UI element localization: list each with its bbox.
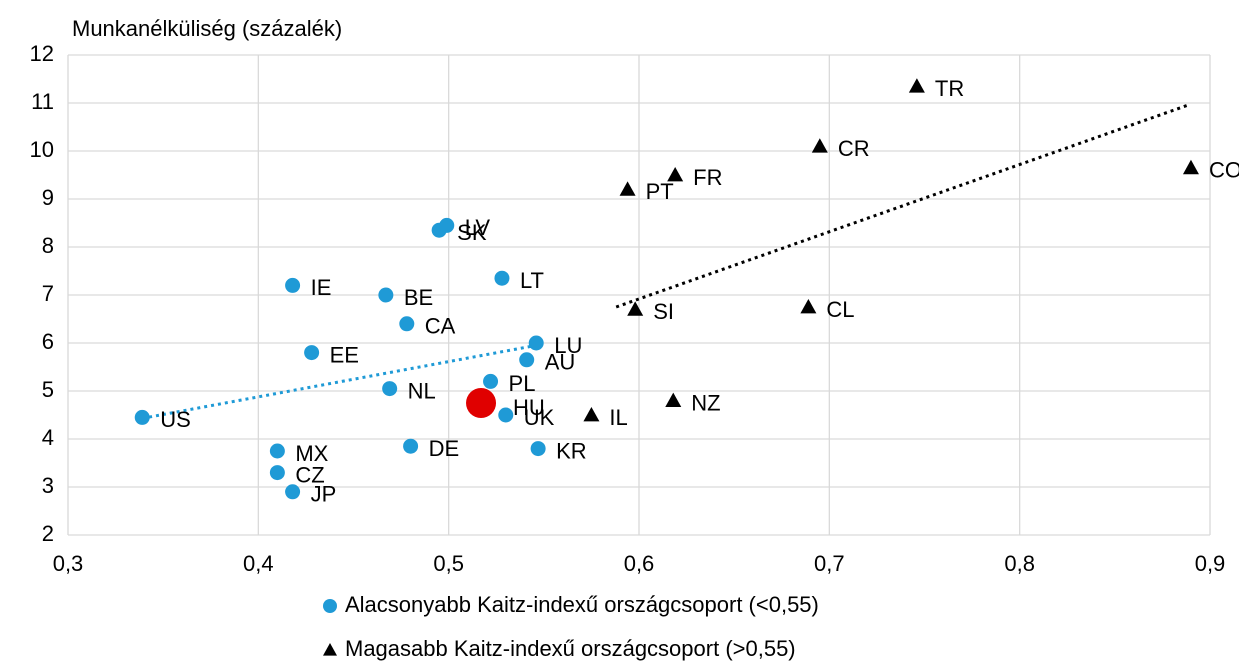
y-axis-title: Munkanélküliség (százalék) bbox=[72, 16, 342, 41]
point-label: LV bbox=[465, 215, 491, 240]
y-tick-label: 7 bbox=[42, 281, 54, 306]
point bbox=[285, 277, 301, 293]
point bbox=[285, 484, 301, 500]
point-label: LT bbox=[520, 268, 544, 293]
point bbox=[498, 407, 514, 423]
point bbox=[627, 301, 644, 316]
point bbox=[519, 352, 535, 368]
point-label: UK bbox=[524, 405, 555, 430]
point-label: PT bbox=[646, 179, 674, 204]
point-label: SK bbox=[457, 220, 487, 245]
point bbox=[528, 335, 544, 351]
point-label: FR bbox=[693, 165, 722, 190]
y-tick-label: 3 bbox=[42, 473, 54, 498]
point-label: CA bbox=[425, 314, 456, 339]
legend-marker bbox=[323, 599, 337, 613]
point-label: CR bbox=[838, 136, 870, 161]
point bbox=[399, 316, 415, 332]
point-label: DE bbox=[429, 436, 460, 461]
legend-label: Magasabb Kaitz-indexű országcsoport (>0,… bbox=[345, 636, 796, 661]
point-label: NL bbox=[408, 378, 436, 403]
point-label: CL bbox=[826, 297, 854, 322]
point-label: LU bbox=[554, 333, 582, 358]
point-label: EE bbox=[330, 342, 359, 367]
y-tick-label: 11 bbox=[31, 89, 54, 114]
point-label: PL bbox=[509, 371, 536, 396]
point bbox=[134, 409, 150, 425]
point-label: CZ bbox=[295, 462, 324, 487]
point-label: CO bbox=[1209, 158, 1239, 183]
point bbox=[1182, 159, 1199, 175]
point-label: IL bbox=[609, 405, 627, 430]
point bbox=[269, 465, 285, 481]
point bbox=[665, 392, 682, 407]
point bbox=[800, 299, 817, 314]
point bbox=[439, 217, 455, 233]
y-tick-label: 4 bbox=[42, 425, 54, 450]
point bbox=[583, 407, 600, 422]
x-tick-label: 0,3 bbox=[53, 551, 84, 576]
trendline bbox=[615, 103, 1188, 309]
x-tick-label: 0,9 bbox=[1195, 551, 1226, 576]
point bbox=[667, 167, 684, 182]
y-tick-label: 5 bbox=[42, 377, 54, 402]
x-tick-label: 0,8 bbox=[1004, 551, 1035, 576]
point-label: NZ bbox=[691, 390, 720, 415]
point bbox=[403, 438, 419, 454]
y-tick-label: 10 bbox=[30, 137, 54, 162]
point-label: BE bbox=[404, 285, 433, 310]
point bbox=[378, 287, 394, 303]
point bbox=[269, 443, 285, 459]
point-label: KR bbox=[556, 438, 587, 463]
point-label: MX bbox=[295, 441, 328, 466]
point-label: JP bbox=[311, 482, 337, 507]
point bbox=[619, 181, 636, 196]
y-tick-label: 9 bbox=[42, 185, 54, 210]
point-label: US bbox=[160, 407, 191, 432]
point bbox=[382, 381, 398, 397]
point bbox=[811, 138, 828, 153]
point bbox=[483, 373, 499, 389]
point-label: IE bbox=[311, 275, 332, 300]
point-label: TR bbox=[935, 76, 964, 101]
y-tick-label: 8 bbox=[42, 233, 54, 258]
x-tick-label: 0,5 bbox=[433, 551, 464, 576]
legend-label: Alacsonyabb Kaitz-indexű országcsoport (… bbox=[345, 592, 819, 617]
highlight-point bbox=[466, 388, 497, 418]
point-label: SI bbox=[653, 299, 674, 324]
point bbox=[304, 345, 320, 361]
x-tick-label: 0,7 bbox=[814, 551, 845, 576]
y-tick-label: 12 bbox=[30, 41, 54, 66]
y-tick-label: 2 bbox=[42, 521, 54, 546]
highlight-label: HU bbox=[513, 395, 545, 420]
y-tick-label: 6 bbox=[42, 329, 54, 354]
x-tick-label: 0,4 bbox=[243, 551, 274, 576]
point-label: AU bbox=[545, 350, 576, 375]
point bbox=[908, 78, 925, 93]
legend-marker bbox=[323, 643, 337, 656]
point bbox=[530, 441, 546, 457]
point bbox=[494, 270, 510, 286]
x-tick-label: 0,6 bbox=[624, 551, 655, 576]
